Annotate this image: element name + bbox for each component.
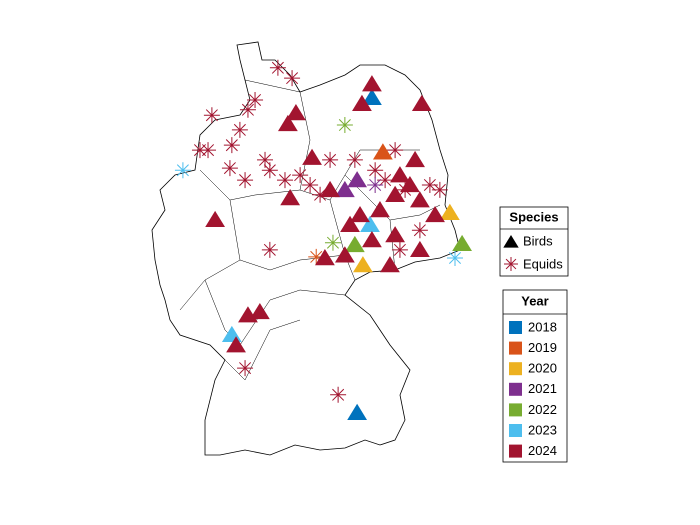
equid-marker (391, 241, 408, 258)
legend-label: 2018 (528, 319, 557, 334)
legend-label: 2021 (528, 381, 557, 396)
bird-marker (362, 231, 382, 248)
bird-marker (350, 205, 370, 223)
bird-marker (340, 215, 360, 232)
equid-marker (257, 151, 274, 168)
bird-marker (334, 180, 355, 198)
legend-swatch (509, 403, 522, 417)
bird-marker (347, 403, 368, 420)
equid-marker (237, 172, 254, 189)
legend-label: Birds (523, 233, 553, 248)
bird-marker (385, 185, 406, 202)
bird-marker (352, 94, 372, 111)
legend-swatch (509, 382, 522, 396)
equid-marker (269, 59, 286, 76)
equid-marker (324, 234, 341, 251)
bird-marker (362, 75, 382, 92)
bird-marker (277, 114, 298, 132)
bird-marker (410, 191, 430, 208)
bird-marker (385, 226, 406, 243)
equid-marker (247, 91, 264, 108)
equid-marker (367, 162, 384, 179)
equid-marker (174, 162, 191, 179)
equid-marker (284, 70, 301, 87)
bird-marker (362, 88, 382, 105)
bird-marker (280, 189, 301, 206)
bird-marker (334, 246, 355, 263)
bird-marker (411, 94, 432, 111)
equid-marker (221, 160, 238, 177)
equid-marker (312, 186, 329, 203)
legend-label: 2022 (528, 402, 557, 417)
equid-marker (447, 250, 464, 266)
legend-symbol (503, 235, 519, 248)
equid-marker (367, 176, 384, 193)
bird-marker (344, 235, 365, 253)
bird-marker (347, 171, 368, 188)
bird-marker (372, 143, 393, 160)
equid-marker (431, 181, 448, 198)
state-borders (179, 79, 441, 381)
legend-label: Equids (523, 256, 563, 271)
equid-marker (237, 360, 254, 377)
equid-marker (302, 176, 319, 193)
bird-marker (380, 256, 400, 273)
equid-marker (292, 167, 309, 184)
bird-marker (221, 325, 242, 343)
bird-marker (360, 215, 380, 232)
equid-marker (387, 142, 404, 159)
equid-marker (336, 117, 353, 134)
equid-marker (322, 151, 339, 168)
bird-marker (400, 175, 420, 193)
equid-marker (203, 107, 220, 124)
bird-marker (370, 201, 390, 218)
equid-marker (191, 142, 208, 159)
equid-marker (261, 241, 278, 258)
legend-swatch (509, 444, 522, 458)
bird-marker (226, 336, 246, 353)
germany-outline (151, 41, 461, 456)
equid-marker (200, 142, 217, 159)
bird-marker (390, 166, 410, 183)
legend-swatch (509, 321, 522, 334)
legend-symbol (504, 257, 518, 271)
legend-label: 2019 (528, 340, 557, 355)
bird-marker (249, 302, 270, 320)
legend-label: 2020 (528, 361, 557, 376)
equid-marker (330, 386, 347, 403)
equid-marker (276, 172, 293, 189)
bird-marker (439, 203, 460, 220)
bird-marker (353, 256, 373, 273)
equid-marker (421, 176, 438, 193)
bird-marker (425, 205, 445, 223)
legend-label: 2024 (528, 443, 557, 458)
equid-marker (411, 222, 428, 239)
equid-marker (346, 151, 363, 168)
legend-title: Species (509, 209, 558, 224)
equid-marker (223, 137, 240, 154)
bird-marker (452, 234, 472, 252)
bird-marker (286, 104, 306, 121)
legend-swatch (509, 362, 522, 376)
bird-marker (205, 210, 226, 228)
bird-marker (405, 150, 425, 168)
bird-marker (315, 249, 335, 266)
legend-swatch (509, 424, 522, 437)
equid-marker (239, 101, 256, 118)
bird-marker (302, 148, 322, 165)
legend-label: 2023 (528, 422, 557, 437)
bird-marker (410, 240, 430, 258)
legend-swatch (509, 341, 522, 355)
bird-marker (320, 180, 340, 198)
equid-marker (231, 121, 248, 138)
legend-title: Year (521, 293, 548, 308)
equid-marker (261, 162, 278, 179)
equid-marker (377, 172, 394, 189)
equid-marker (308, 248, 325, 265)
